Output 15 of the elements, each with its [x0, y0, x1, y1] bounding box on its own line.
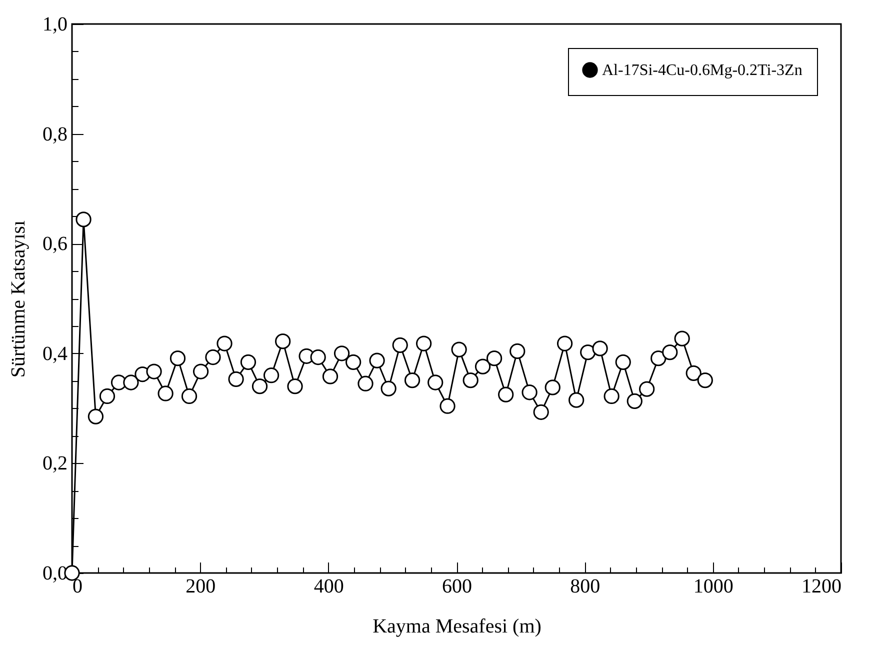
x-tick-label: 800 [570, 576, 600, 598]
y-tick-label: 0,8 [42, 123, 68, 146]
y-tick-label: 0,4 [42, 342, 68, 365]
x-tick-label: 1200 [802, 576, 842, 598]
x-axis-title: Kayma Mesafesi (m) [372, 616, 542, 638]
y-axis-title: Sürtünme Katsayısı [8, 220, 30, 378]
x-tick-label: 600 [442, 576, 472, 598]
legend-label: Al-17Si-4Cu-0.6Mg-0.2Ti-3Zn [602, 62, 802, 79]
y-tick-label: 0,6 [42, 233, 68, 256]
y-tick-label: 1,0 [42, 14, 68, 36]
x-tick-label: 200 [186, 576, 216, 598]
x-tick-label: 400 [314, 576, 344, 598]
x-tick-label: 0 [72, 576, 82, 598]
x-tick-label: 1000 [693, 576, 734, 598]
y-tick-label: 0,2 [42, 452, 68, 475]
